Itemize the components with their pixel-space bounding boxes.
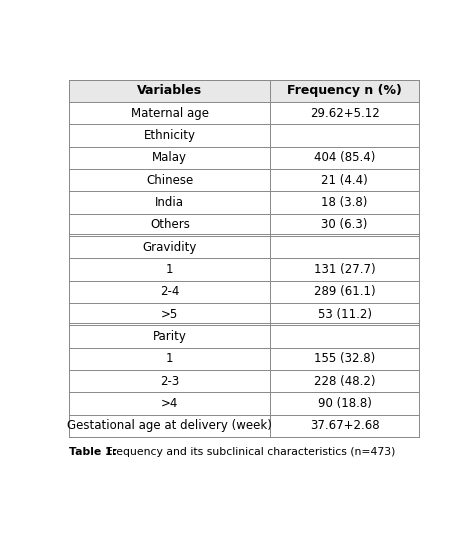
Text: Variables: Variables: [137, 84, 202, 98]
Text: Malay: Malay: [152, 151, 187, 165]
Text: Others: Others: [150, 218, 190, 232]
Text: 29.62+5.12: 29.62+5.12: [310, 107, 380, 120]
Text: Chinese: Chinese: [146, 174, 193, 187]
Text: 155 (32.8): 155 (32.8): [314, 352, 375, 366]
Text: Frequency n (%): Frequency n (%): [287, 84, 402, 98]
Text: 228 (48.2): 228 (48.2): [314, 375, 375, 388]
Text: Frequency and its subclinical characteristics (n=473): Frequency and its subclinical characteri…: [103, 447, 395, 457]
Text: Maternal age: Maternal age: [131, 107, 209, 120]
Text: 289 (61.1): 289 (61.1): [314, 285, 375, 299]
Text: Ethnicity: Ethnicity: [144, 129, 196, 142]
Text: 2-3: 2-3: [160, 375, 180, 388]
Text: 131 (27.7): 131 (27.7): [314, 263, 375, 276]
Text: 30 (6.3): 30 (6.3): [321, 218, 368, 232]
Text: 21 (4.4): 21 (4.4): [321, 174, 368, 187]
Text: 1: 1: [166, 263, 173, 276]
Text: 2-4: 2-4: [160, 285, 180, 299]
Text: 404 (85.4): 404 (85.4): [314, 151, 375, 165]
Text: >5: >5: [161, 308, 178, 321]
Text: 37.67+2.68: 37.67+2.68: [310, 419, 379, 433]
Text: >4: >4: [161, 397, 179, 410]
Text: Parity: Parity: [153, 330, 187, 343]
Text: 1: 1: [166, 352, 173, 366]
Text: Table 1:: Table 1:: [69, 447, 118, 457]
Text: 90 (18.8): 90 (18.8): [318, 397, 372, 410]
Text: 18 (3.8): 18 (3.8): [321, 196, 368, 209]
Bar: [69, 80, 419, 102]
Text: 53 (11.2): 53 (11.2): [318, 308, 372, 321]
Text: India: India: [155, 196, 184, 209]
Text: Gravidity: Gravidity: [143, 241, 197, 254]
Text: Gestational age at delivery (week): Gestational age at delivery (week): [67, 419, 272, 433]
